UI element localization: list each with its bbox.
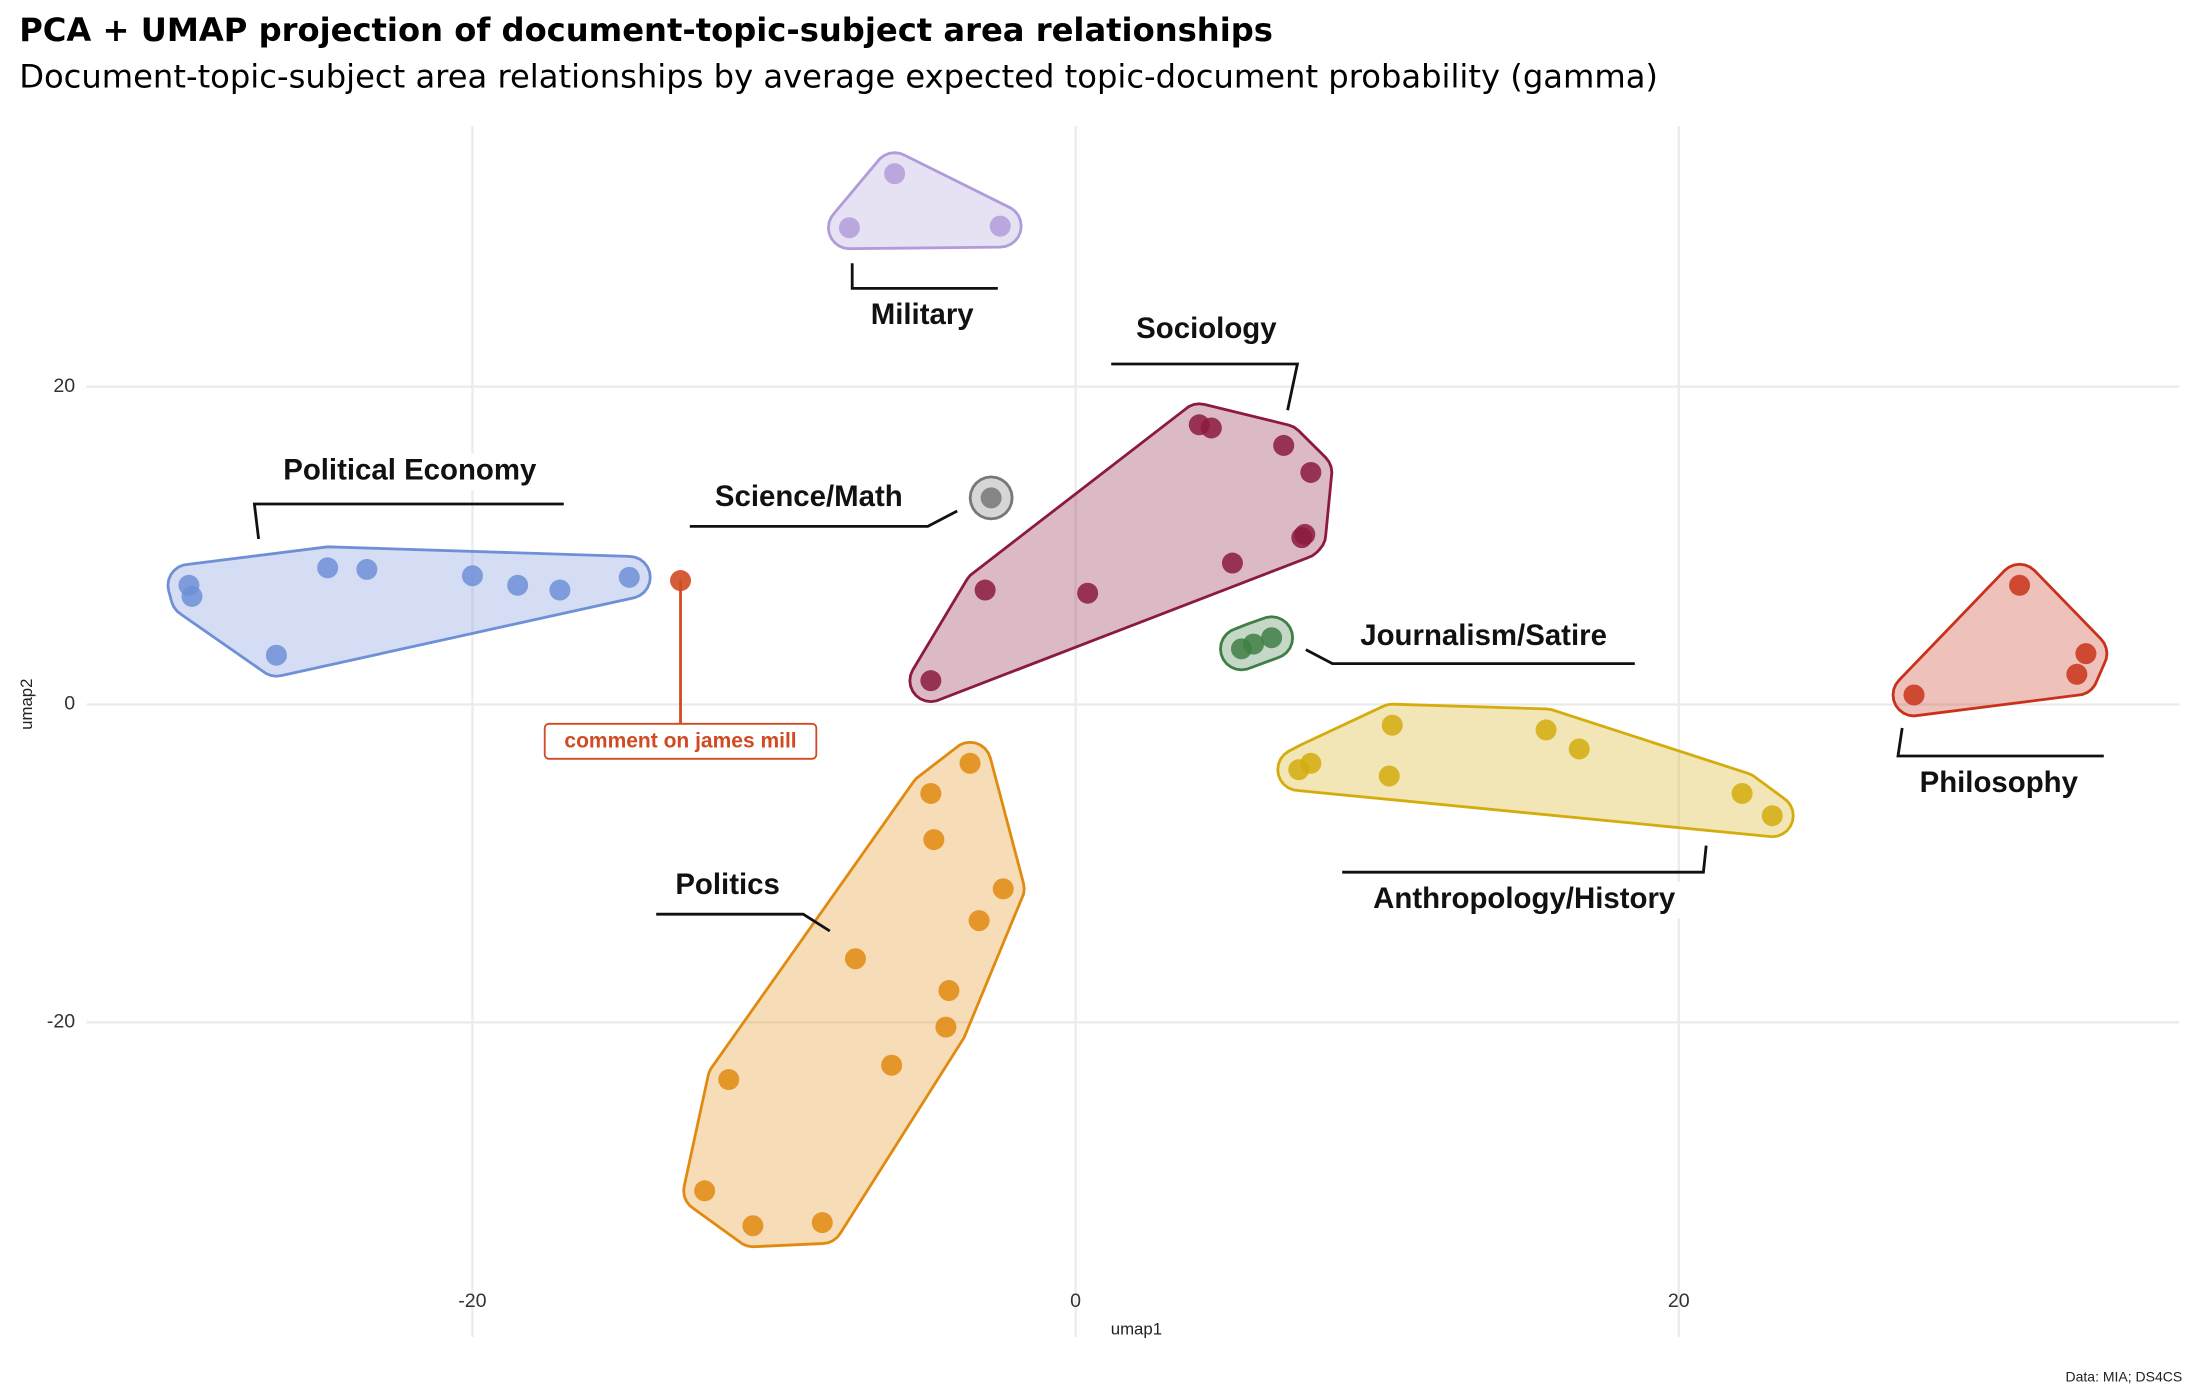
y-tick-label: -20: [47, 1011, 75, 1033]
point: [844, 948, 866, 970]
point: [881, 1054, 903, 1076]
label-bg: [852, 298, 992, 335]
group-hull: [908, 402, 1334, 704]
group-label: Politics: [675, 868, 780, 901]
leader-line: [1342, 845, 1708, 874]
label-bg: [658, 868, 798, 905]
group-label: Military: [871, 298, 975, 331]
leader-line: [689, 509, 958, 528]
y-axis-label: umap2: [17, 679, 36, 730]
point: [980, 487, 1002, 509]
point: [974, 579, 996, 601]
point: [992, 878, 1014, 900]
point: [1535, 719, 1557, 741]
point: [1243, 633, 1265, 655]
points: [178, 163, 2097, 1237]
chart-title: PCA + UMAP projection of document-topic-…: [19, 11, 1273, 49]
point: [694, 1180, 716, 1202]
caption: Data: MIA; DS4CS: [2065, 1368, 2182, 1384]
point: [920, 670, 942, 692]
leader-line: [1896, 727, 2104, 758]
group-hull: [682, 740, 1026, 1249]
point: [1761, 805, 1783, 827]
group-label: Journalism/Satire: [1360, 619, 1607, 652]
group-hull: [1276, 702, 1795, 839]
point: [1568, 738, 1590, 760]
point: [989, 215, 1011, 237]
point: [1903, 684, 1925, 706]
point: [1273, 434, 1295, 456]
label-bg: [1350, 882, 1698, 919]
point: [959, 752, 981, 774]
point: [935, 1016, 957, 1038]
point: [317, 557, 339, 579]
label-bg: [262, 453, 558, 490]
point: [1731, 782, 1753, 804]
label-bg: [1912, 765, 2086, 803]
leader-line: [252, 502, 564, 540]
point: [884, 163, 906, 185]
point: [742, 1215, 764, 1237]
point: [2009, 574, 2031, 596]
x-axis-label: umap1: [1111, 1319, 1162, 1338]
x-tick-label: -20: [458, 1290, 486, 1312]
point: [1378, 765, 1400, 787]
y-tick-label: 0: [64, 693, 75, 715]
group-label: Sociology: [1136, 312, 1277, 345]
point: [1291, 527, 1313, 549]
label-bg: [1128, 312, 1285, 349]
point: [461, 565, 483, 587]
point: [968, 910, 990, 932]
point: [838, 217, 860, 239]
point: [2066, 663, 2088, 685]
point: [1381, 714, 1403, 736]
leader-line: [850, 263, 998, 290]
point: [356, 558, 378, 580]
annotation-text: comment on james mill: [564, 730, 796, 753]
point: [181, 585, 203, 607]
point: [1200, 417, 1222, 439]
point: [923, 829, 945, 851]
chart-subtitle: Document-topic-subject area relationship…: [19, 57, 1658, 95]
group-hull: [826, 151, 1023, 251]
point: [618, 566, 640, 588]
y-tick-label: 20: [53, 375, 75, 397]
x-tick-label: 0: [1070, 1290, 1081, 1312]
group-hull: [166, 545, 652, 678]
grid: [86, 125, 2180, 1337]
point: [265, 644, 287, 666]
point: [1077, 582, 1099, 604]
point: [718, 1069, 740, 1091]
leader-line: [1111, 362, 1300, 411]
group-label: Anthropology/History: [1373, 882, 1676, 915]
point: [1261, 627, 1283, 649]
annotation-point: [670, 570, 692, 592]
point: [2075, 643, 2097, 665]
point: [1288, 759, 1310, 781]
group-label: Science/Math: [715, 480, 903, 513]
point: [1221, 552, 1243, 574]
leader-line: [656, 912, 831, 933]
point: [1300, 461, 1322, 483]
point: [920, 782, 942, 804]
point: [507, 574, 529, 596]
hulls: [166, 151, 2109, 1249]
leader-line: [1305, 648, 1635, 665]
group-hull: [1891, 562, 2109, 718]
point: [549, 579, 571, 601]
point: [811, 1212, 833, 1234]
annotation-box: [543, 722, 818, 760]
label-bg: [1336, 618, 1632, 656]
x-tick-label: 20: [1668, 1290, 1690, 1312]
group-label: Political Economy: [283, 454, 537, 487]
group-label: Philosophy: [1920, 766, 2079, 799]
label-bg: [704, 480, 913, 517]
point: [938, 980, 960, 1002]
